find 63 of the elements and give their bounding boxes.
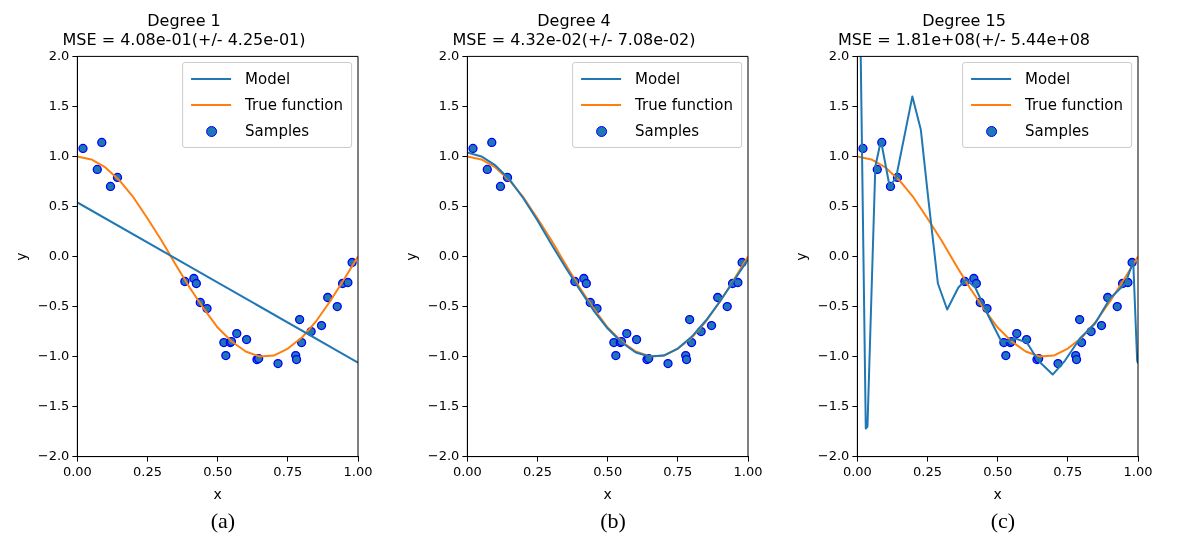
x-tick-label: 0.25 xyxy=(523,463,552,479)
chart-title: Degree 1 MSE = 4.08e-01(+/- 4.25e-01) xyxy=(62,10,306,49)
x-axis-title: x xyxy=(993,486,1002,503)
y-tick-label: −1.5 xyxy=(817,397,850,413)
x-axis-title: x xyxy=(603,486,612,503)
y-axis-title: y xyxy=(13,252,30,261)
y-tick-label: 2.0 xyxy=(438,47,460,63)
y-tick-label: −2.0 xyxy=(427,447,460,463)
x-tick-label: 0.50 xyxy=(983,463,1013,479)
legend-label: True function xyxy=(1025,95,1123,117)
y-tick-label: −1.0 xyxy=(817,347,850,363)
y-tick-label: 0.0 xyxy=(48,247,70,263)
legend-label: Model xyxy=(635,69,681,91)
chart-title: Degree 15 MSE = 1.81e+08(+/- 5.44e+08 xyxy=(837,10,1091,49)
y-tick-label: −2.0 xyxy=(817,447,850,463)
x-tick-label: 1.00 xyxy=(733,463,763,479)
y-tick-label: 0.0 xyxy=(438,247,460,263)
text: (a) xyxy=(209,508,237,534)
legend-label: Samples xyxy=(635,121,700,143)
x-tick-label: 1.00 xyxy=(343,463,373,479)
y-tick-label: 0.5 xyxy=(438,197,460,213)
legend-label: True function xyxy=(635,95,733,117)
y-tick-label: 1.0 xyxy=(438,147,460,163)
x-tick-label: 1.00 xyxy=(1123,463,1153,479)
legend-label: Model xyxy=(245,69,291,91)
legend-label: True function xyxy=(245,95,343,117)
y-tick-label: −1.5 xyxy=(427,397,460,413)
x-tick-label: 0.75 xyxy=(1053,463,1083,479)
x-tick-label: 0.00 xyxy=(842,463,872,479)
y-tick-label: 1.5 xyxy=(48,97,70,113)
x-tick-label: 0.00 xyxy=(62,463,92,479)
y-tick-label: −1.0 xyxy=(37,347,70,363)
y-tick-label: −1.0 xyxy=(427,347,460,363)
x-tick-label: 0.75 xyxy=(663,463,693,479)
x-tick-label: 0.25 xyxy=(133,463,162,479)
x-axis-title: x xyxy=(213,486,222,503)
y-tick-label: 1.0 xyxy=(828,147,850,163)
legend-label: Samples xyxy=(1025,121,1090,143)
y-tick-label: −2.0 xyxy=(37,447,70,463)
legend-label: Model xyxy=(1025,69,1071,91)
y-axis-title: y xyxy=(403,252,420,261)
chart-title: Degree 4 MSE = 4.32e-02(+/- 7.08e-02) xyxy=(452,10,696,49)
y-tick-label: 2.0 xyxy=(48,47,70,63)
x-tick-label: 0.50 xyxy=(203,463,233,479)
legend-label: Samples xyxy=(245,121,310,143)
x-tick-label: 0.00 xyxy=(452,463,482,479)
y-axis-title: y xyxy=(793,252,810,261)
y-tick-label: 1.0 xyxy=(48,147,70,163)
text: (c) xyxy=(989,508,1017,534)
y-tick-label: −0.5 xyxy=(427,297,460,313)
y-tick-label: −0.5 xyxy=(37,297,70,313)
y-tick-label: 1.5 xyxy=(438,97,460,113)
text: (b) xyxy=(599,508,627,534)
y-tick-label: 0.0 xyxy=(828,247,850,263)
y-tick-label: 0.5 xyxy=(48,197,70,213)
x-tick-label: 0.75 xyxy=(273,463,303,479)
y-tick-label: −1.5 xyxy=(37,397,70,413)
x-tick-label: 0.50 xyxy=(593,463,623,479)
x-tick-label: 0.25 xyxy=(913,463,942,479)
y-tick-label: 2.0 xyxy=(828,47,850,63)
y-tick-label: 1.5 xyxy=(828,97,850,113)
y-tick-label: 0.5 xyxy=(828,197,850,213)
y-tick-label: −0.5 xyxy=(817,297,850,313)
